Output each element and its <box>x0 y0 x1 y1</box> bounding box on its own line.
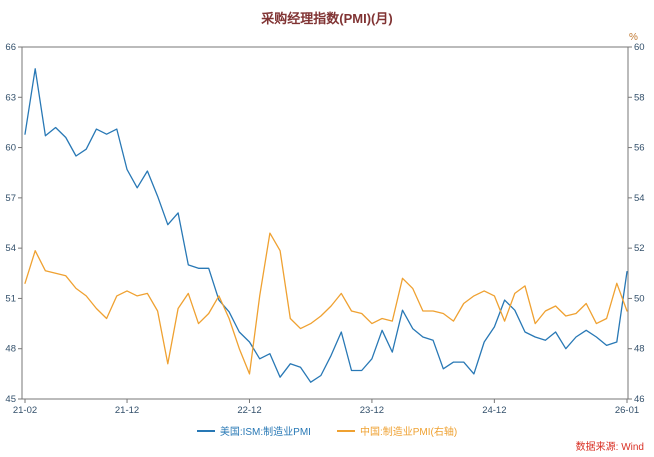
svg-text:54: 54 <box>5 243 16 254</box>
svg-text:46: 46 <box>634 394 645 405</box>
legend-item-us: 美国:ISM:制造业PMI <box>196 423 311 438</box>
svg-text:54: 54 <box>634 193 645 204</box>
china-line-swatch <box>336 429 355 432</box>
svg-text:51: 51 <box>5 293 16 304</box>
right-axis-unit-label: % <box>629 32 638 43</box>
svg-text:21-02: 21-02 <box>13 405 37 416</box>
svg-text:58: 58 <box>634 92 645 103</box>
svg-text:56: 56 <box>634 143 645 154</box>
svg-text:24-12: 24-12 <box>482 405 506 416</box>
svg-text:63: 63 <box>5 92 16 103</box>
svg-text:60: 60 <box>634 42 645 53</box>
svg-text:60: 60 <box>5 143 16 154</box>
data-source: 数据来源: Wind <box>575 442 644 453</box>
svg-text:48: 48 <box>634 344 645 355</box>
svg-text:21-12: 21-12 <box>115 405 139 416</box>
svg-text:48: 48 <box>5 344 16 355</box>
chart-title: 采购经理指数(PMI)(月) <box>261 11 393 26</box>
legend-label-us: 美国:ISM:制造业PMI <box>219 427 311 438</box>
legend-label-china: 中国:制造业PMI(右轴) <box>359 427 458 438</box>
svg-text:66: 66 <box>5 42 16 53</box>
us-line-swatch <box>196 429 215 432</box>
legend: 美国:ISM:制造业PMI 中国:制造业PMI(右轴) <box>0 423 654 438</box>
svg-text:23-12: 23-12 <box>360 405 384 416</box>
svg-text:50: 50 <box>634 293 645 304</box>
svg-text:45: 45 <box>5 394 16 405</box>
legend-item-china: 中国:制造业PMI(右轴) <box>336 423 458 438</box>
svg-text:26-01: 26-01 <box>615 405 639 416</box>
plot-area: 45 48 51 54 57 60 63 66 46 48 50 52 54 56 58 60 21-02 21-… <box>5 42 645 416</box>
svg-text:22-12: 22-12 <box>237 405 261 416</box>
svg-text:57: 57 <box>5 193 16 204</box>
svg-text:52: 52 <box>634 243 645 254</box>
